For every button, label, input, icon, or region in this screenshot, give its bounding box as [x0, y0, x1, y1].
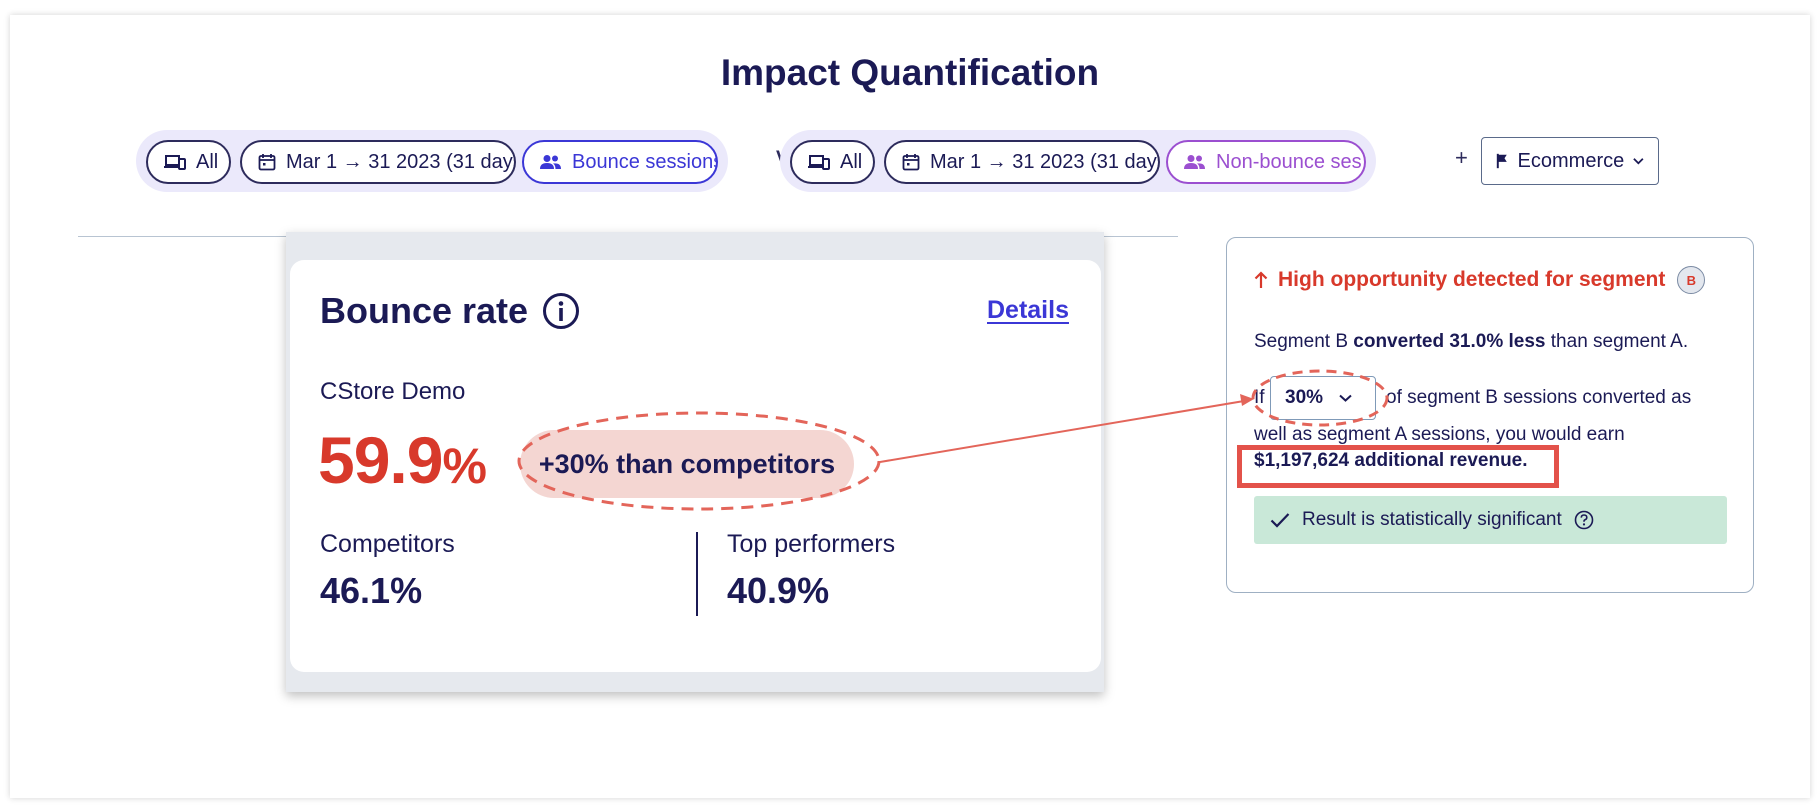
significance-banner: Result is statistically significant [1254, 496, 1727, 544]
bounce-rate-value: 59.9% [318, 422, 487, 498]
percent-select[interactable]: 30% [1270, 376, 1376, 420]
date-filter-label: Mar 1 → 31 2023 (31 days) [286, 150, 516, 173]
devices-icon [164, 155, 186, 170]
top-performers-label: Top performers [727, 530, 896, 558]
segment-a-device-filter[interactable]: All [146, 140, 231, 184]
flag-icon [1496, 153, 1507, 169]
info-icon[interactable] [542, 292, 580, 330]
calendar-icon [902, 154, 920, 171]
bounce-rate-unit: % [442, 438, 486, 494]
chevron-down-icon [1633, 158, 1644, 165]
metric-title-label: Bounce rate [320, 290, 529, 331]
segment-filter-label: Non-bounce ses [1216, 150, 1362, 173]
checkmark-icon [1270, 513, 1290, 528]
competitors-value: 46.1% [320, 570, 423, 611]
date-filter-label: Mar 1 → 31 2023 (31 days) [930, 150, 1160, 173]
competitor-comparison-badge: +30% than competitors [520, 430, 854, 498]
add-filter-plus[interactable]: + [1455, 145, 1468, 170]
segment-filter-label: Bounce sessions [572, 150, 718, 173]
summary-highlight: converted 31.0% less [1353, 331, 1546, 352]
segment-b-date-filter[interactable]: Mar 1 → 31 2023 (31 days) [884, 140, 1160, 184]
page-title: Impact Quantification [720, 52, 1100, 93]
percent-select-value: 30% [1285, 387, 1324, 408]
details-link[interactable]: Details [987, 296, 1069, 324]
devices-icon [808, 155, 830, 170]
segment-a-date-filter[interactable]: Mar 1 → 31 2023 (31 days) [240, 140, 516, 184]
site-name: CStore Demo [320, 378, 466, 405]
projection-line-2: well as segment A sessions, you would ea… [1254, 424, 1625, 445]
summary-prefix: Segment B [1254, 331, 1354, 352]
device-filter-label: All [840, 150, 863, 173]
users-icon [1184, 155, 1205, 169]
goal-dropdown[interactable]: Ecommerce [1481, 137, 1659, 185]
projection-line-1: of segment B sessions converted as [1386, 387, 1692, 408]
stats-divider [696, 532, 698, 616]
opportunity-heading-text: High opportunity detected for segment [1278, 268, 1666, 291]
opportunity-heading: High opportunity detected for segment B [1254, 266, 1706, 294]
summary-suffix: than segment A. [1545, 331, 1689, 352]
users-icon [540, 155, 561, 169]
arrow-up-icon [1254, 271, 1268, 288]
segment-b-segment-filter[interactable]: Non-bounce ses [1166, 140, 1366, 184]
top-performers-value: 40.9% [727, 570, 830, 611]
device-filter-label: All [196, 150, 219, 173]
segment-a-segment-filter[interactable]: Bounce sessions [522, 140, 718, 184]
help-icon[interactable] [1574, 510, 1594, 530]
metric-title: Bounce rate [320, 290, 580, 332]
segment-b-badge: B [1677, 266, 1706, 294]
bounce-rate-number: 59.9 [318, 423, 443, 497]
competitors-label: Competitors [320, 530, 455, 558]
goal-label: Ecommerce [1517, 149, 1625, 172]
revenue-highlight-box [1237, 445, 1559, 488]
if-label: If [1254, 387, 1265, 408]
additional-revenue: $1,197,624 additional revenue. [1254, 450, 1528, 471]
significance-text: Result is statistically significant [1302, 509, 1562, 530]
conversion-summary: Segment B converted 31.0% less than segm… [1254, 331, 1688, 353]
calendar-icon [258, 154, 276, 171]
chevron-down-icon [1339, 394, 1352, 402]
segment-b-device-filter[interactable]: All [790, 140, 875, 184]
